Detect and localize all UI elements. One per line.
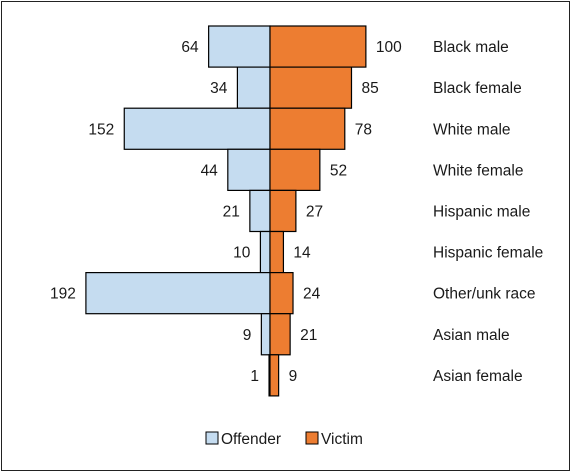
category-label-black-female: Black female bbox=[433, 80, 522, 97]
legend-label-offender: Offender bbox=[221, 431, 281, 448]
bar-victim-asian-male bbox=[269, 313, 291, 356]
category-label-hispanic-female: Hispanic female bbox=[433, 245, 543, 262]
bar-offender-black-male bbox=[208, 25, 271, 68]
category-label-black-male: Black male bbox=[433, 39, 509, 56]
legend: Offender Victim bbox=[205, 431, 363, 448]
value-label-victim-asian-female: 9 bbox=[289, 368, 298, 385]
bar-offender-hispanic-female bbox=[259, 230, 271, 274]
bar-victim-hispanic-male bbox=[269, 189, 297, 233]
bars-layer bbox=[85, 25, 367, 397]
bar-victim-black-male bbox=[269, 25, 367, 68]
value-label-offender-other-unk-race: 192 bbox=[50, 286, 76, 303]
bar-offender-white-female bbox=[227, 148, 271, 192]
category-label-hispanic-male: Hispanic male bbox=[433, 203, 530, 220]
value-label-offender-asian-male: 9 bbox=[243, 327, 252, 344]
value-label-victim-asian-male: 21 bbox=[300, 327, 317, 344]
value-label-victim-other-unk-race: 24 bbox=[303, 286, 321, 303]
category-label-white-male: White male bbox=[433, 121, 511, 138]
bar-victim-other-unk-race bbox=[269, 272, 294, 315]
category-label-other-unk-race: Other/unk race bbox=[433, 286, 536, 303]
value-label-offender-hispanic-male: 21 bbox=[223, 203, 240, 220]
legend-swatch-offender bbox=[205, 431, 219, 445]
bar-offender-asian-male bbox=[260, 313, 271, 356]
bar-victim-black-female bbox=[269, 66, 353, 109]
value-label-offender-asian-female: 1 bbox=[250, 368, 259, 385]
bar-victim-white-female bbox=[269, 148, 321, 192]
value-label-victim-black-male: 100 bbox=[376, 39, 402, 56]
legend-label-victim: Victim bbox=[321, 431, 363, 448]
value-label-offender-white-female: 44 bbox=[201, 162, 219, 179]
legend-swatch-victim bbox=[305, 431, 319, 445]
category-label-asian-female: Asian female bbox=[433, 368, 523, 385]
value-label-offender-black-female: 34 bbox=[210, 80, 228, 97]
value-label-victim-black-female: 85 bbox=[361, 80, 378, 97]
bar-offender-other-unk-race bbox=[85, 272, 271, 315]
value-label-offender-white-male: 152 bbox=[88, 121, 114, 138]
value-label-offender-black-male: 64 bbox=[181, 39, 199, 56]
bar-offender-hispanic-male bbox=[249, 189, 271, 233]
category-label-white-female: White female bbox=[433, 162, 523, 179]
value-label-victim-hispanic-male: 27 bbox=[306, 203, 323, 220]
value-label-victim-hispanic-female: 14 bbox=[293, 245, 311, 262]
bar-victim-hispanic-female bbox=[269, 230, 285, 274]
bar-victim-white-male bbox=[269, 107, 346, 150]
bar-offender-white-male bbox=[123, 107, 271, 150]
bar-victim-asian-female bbox=[269, 354, 280, 397]
bar-offender-black-female bbox=[236, 66, 271, 109]
value-label-offender-hispanic-female: 10 bbox=[233, 245, 251, 262]
category-label-asian-male: Asian male bbox=[433, 327, 510, 344]
value-label-victim-white-male: 78 bbox=[355, 121, 372, 138]
value-label-victim-white-female: 52 bbox=[330, 162, 347, 179]
